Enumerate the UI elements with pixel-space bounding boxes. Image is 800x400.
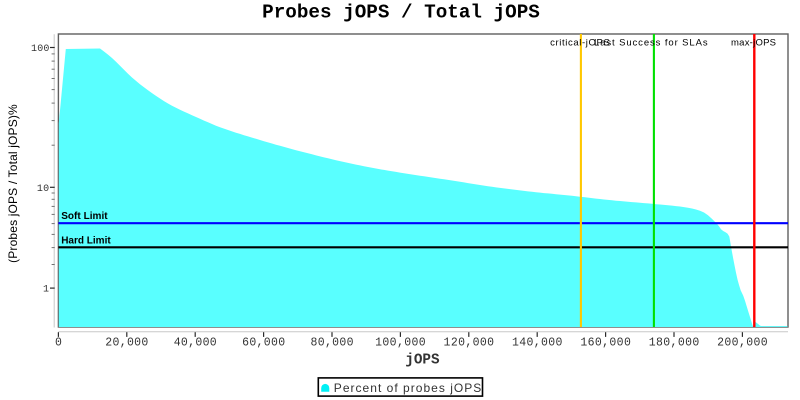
svg-text:60,000: 60,000 [242,336,285,349]
svg-text:100: 100 [31,44,49,55]
svg-text:100,000: 100,000 [375,336,426,349]
svg-text:200,000: 200,000 [717,336,768,349]
svg-text:80,000: 80,000 [311,336,354,349]
svg-text:Soft Limit: Soft Limit [61,211,108,222]
svg-text:120,000: 120,000 [444,336,495,349]
svg-text:jOPS: jOPS [405,352,440,368]
svg-text:160,000: 160,000 [580,336,631,349]
svg-text:10: 10 [37,184,49,195]
svg-text:140,000: 140,000 [512,336,563,349]
svg-text:(Probes jOPS / Total jOPS)%: (Probes jOPS / Total jOPS)% [6,104,20,263]
svg-text:max-jOPS: max-jOPS [731,37,776,48]
svg-text:Last Success for SLAs: Last Success for SLAs [594,37,708,48]
svg-text:0: 0 [55,336,62,349]
svg-text:20,000: 20,000 [105,336,148,349]
svg-text:Percent of probes jOPS: Percent of probes jOPS [334,381,482,395]
svg-text:Hard Limit: Hard Limit [61,235,111,246]
svg-text:critical-jOPS: critical-jOPS [550,37,610,48]
svg-text:1: 1 [43,285,49,296]
svg-text:180,000: 180,000 [649,336,700,349]
svg-text:Probes jOPS / Total jOPS: Probes jOPS / Total jOPS [262,2,540,24]
svg-text:40,000: 40,000 [174,336,217,349]
